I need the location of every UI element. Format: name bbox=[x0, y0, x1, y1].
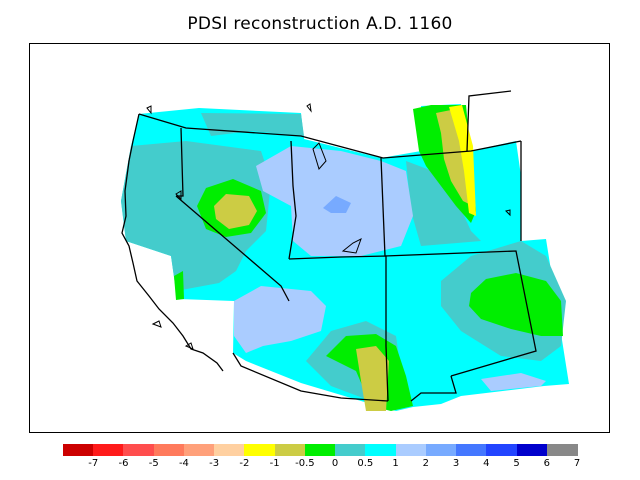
border-california-nevada bbox=[175, 195, 290, 302]
region-midblue-center bbox=[323, 196, 351, 213]
legend-swatch bbox=[93, 444, 125, 456]
pdsi-map bbox=[121, 90, 569, 411]
coastline-west bbox=[121, 113, 224, 372]
region-lightblue-southwest bbox=[234, 286, 326, 353]
legend-swatch bbox=[335, 444, 366, 456]
region-teal-east bbox=[406, 161, 481, 246]
legend-tick-label: 7 bbox=[573, 458, 581, 469]
legend-tick-label: 5 bbox=[513, 458, 520, 469]
legend-swatch bbox=[486, 444, 518, 456]
map-frame bbox=[29, 43, 610, 433]
legend-tick-label: -7 bbox=[88, 458, 99, 469]
color-legend: -7 -6 -5 -4 -3 -2 -1 -0.5 0 0.5 1 2 3 4 5 6 7 bbox=[0, 444, 640, 480]
legend-tick-label: -1 bbox=[269, 458, 280, 469]
contour-fill bbox=[121, 104, 569, 411]
legend-tick-label: 4 bbox=[483, 458, 490, 469]
legend-swatch bbox=[425, 444, 457, 456]
legend-swatch bbox=[153, 444, 185, 456]
marker-north bbox=[146, 105, 152, 115]
marker-north-2 bbox=[306, 103, 312, 113]
legend-tick-label: -0.5 bbox=[295, 458, 315, 469]
border-texas bbox=[410, 375, 457, 402]
legend-tick-label: 1 bbox=[392, 458, 399, 469]
region-green-east bbox=[469, 273, 563, 336]
border-arizona-south bbox=[232, 352, 389, 402]
legend-swatch bbox=[183, 444, 215, 456]
legend-tick-label: -6 bbox=[118, 458, 129, 469]
marker-east bbox=[505, 209, 511, 217]
island-channel-2 bbox=[184, 342, 194, 350]
legend-swatch bbox=[516, 444, 548, 456]
legend-swatch bbox=[244, 444, 276, 456]
border-north-extra bbox=[466, 90, 512, 152]
legend-swatch bbox=[304, 444, 336, 456]
region-olive-south bbox=[356, 346, 389, 411]
lake-yellowstone bbox=[312, 142, 327, 171]
region-teal-west bbox=[121, 141, 271, 291]
island-channel-1 bbox=[151, 320, 162, 328]
border-wyoming-colorado bbox=[380, 157, 386, 257]
legend-swatch bbox=[365, 444, 397, 456]
legend-swatch bbox=[214, 444, 245, 456]
legend-tick-label: 0 bbox=[331, 458, 339, 469]
map-title: PDSI reconstruction A.D. 1160 bbox=[187, 14, 453, 34]
border-colorado-kansas bbox=[384, 250, 537, 377]
legend-swatch bbox=[274, 444, 306, 456]
legend-tick-label: 0.5 bbox=[357, 458, 374, 469]
legend-tick-label: -4 bbox=[178, 458, 189, 469]
legend-tick-label: -5 bbox=[148, 458, 159, 469]
lake-tahoe bbox=[175, 190, 182, 201]
legend-swatch bbox=[63, 444, 94, 456]
border-nevada-utah bbox=[288, 140, 297, 260]
lake-great-salt bbox=[341, 237, 362, 254]
legend-tick-label: -2 bbox=[239, 458, 250, 469]
legend-swatch bbox=[456, 444, 487, 456]
region-olive-nevada bbox=[214, 194, 257, 229]
border-north bbox=[138, 113, 522, 159]
region-yellow-north bbox=[449, 105, 476, 216]
legend-swatch bbox=[546, 444, 578, 456]
region-green-southwest-edge bbox=[174, 271, 184, 300]
legend-tick-label: 3 bbox=[452, 458, 460, 469]
region-lightblue-southeast bbox=[481, 373, 546, 391]
legend-tick-label: -3 bbox=[209, 458, 220, 469]
state-boundaries bbox=[121, 90, 537, 402]
legend-swatch bbox=[395, 444, 427, 456]
legend-tick-label: 6 bbox=[543, 458, 550, 469]
lakes bbox=[146, 103, 511, 350]
legend-tick-label: 2 bbox=[422, 458, 429, 469]
legend-swatch bbox=[123, 444, 155, 456]
